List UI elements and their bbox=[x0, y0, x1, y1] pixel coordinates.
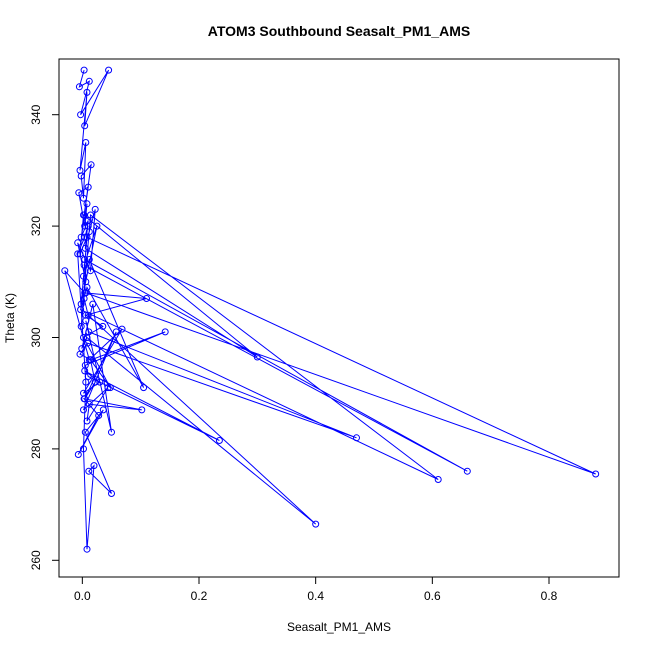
data-point bbox=[84, 373, 92, 380]
data-point bbox=[77, 306, 85, 314]
data-point bbox=[83, 545, 91, 553]
series-layer bbox=[61, 66, 600, 553]
data-point bbox=[353, 434, 360, 442]
data-point bbox=[83, 88, 91, 96]
data-point bbox=[87, 161, 95, 169]
y-tick-label: 260 bbox=[29, 550, 43, 570]
x-tick-label: 0.2 bbox=[191, 589, 208, 603]
x-axis: 0.0 0.2 0.4 0.6 0.8 bbox=[74, 576, 558, 603]
x-tick-label: 0.4 bbox=[307, 589, 324, 603]
data-point bbox=[85, 328, 93, 336]
x-tick-label: 0.6 bbox=[424, 589, 441, 603]
data-point bbox=[463, 467, 471, 475]
data-point bbox=[87, 267, 94, 275]
data-point bbox=[112, 328, 120, 336]
data-point bbox=[91, 378, 99, 386]
data-point bbox=[76, 350, 84, 358]
data-point bbox=[80, 66, 88, 74]
data-point bbox=[77, 172, 85, 180]
data-point bbox=[138, 406, 146, 414]
data-point bbox=[74, 250, 82, 258]
data-point bbox=[81, 244, 89, 252]
data-point bbox=[161, 328, 169, 336]
data-point bbox=[83, 417, 91, 425]
data-point bbox=[80, 211, 87, 219]
data-point bbox=[80, 445, 87, 453]
data-point bbox=[82, 311, 90, 319]
data-point bbox=[89, 300, 97, 308]
data-point bbox=[140, 384, 148, 392]
data-point bbox=[90, 462, 98, 470]
x-axis-label: Seasalt_PM1_AMS bbox=[287, 620, 391, 634]
y-axis-label: Theta (K) bbox=[3, 293, 17, 343]
data-point bbox=[80, 395, 88, 403]
y-tick-label: 340 bbox=[29, 104, 43, 124]
data-point bbox=[80, 334, 87, 341]
data-point bbox=[87, 356, 94, 364]
data-point bbox=[80, 194, 87, 202]
data-point bbox=[81, 233, 89, 241]
data-point bbox=[215, 437, 223, 444]
data-point bbox=[80, 261, 88, 269]
data-point bbox=[83, 233, 91, 241]
data-point bbox=[81, 289, 89, 297]
data-point bbox=[85, 467, 93, 475]
data-point bbox=[81, 428, 89, 436]
data-point bbox=[95, 412, 103, 419]
data-point bbox=[99, 406, 107, 414]
x-tick-label: 0.0 bbox=[74, 589, 91, 603]
data-point bbox=[99, 322, 107, 330]
data-point bbox=[74, 451, 82, 458]
data-point bbox=[82, 378, 90, 386]
data-point bbox=[96, 378, 104, 386]
y-tick-label: 280 bbox=[29, 439, 43, 459]
data-point bbox=[104, 384, 112, 392]
series-line bbox=[64, 69, 596, 550]
data-point bbox=[108, 428, 115, 436]
data-point bbox=[82, 139, 90, 146]
data-point bbox=[80, 406, 87, 414]
data-point bbox=[74, 239, 82, 247]
data-point bbox=[81, 367, 89, 375]
data-point bbox=[84, 311, 92, 319]
x-tick-label: 0.8 bbox=[541, 589, 558, 603]
data-point bbox=[83, 200, 91, 208]
plot-frame bbox=[58, 58, 620, 578]
data-point bbox=[61, 267, 69, 275]
data-point bbox=[312, 520, 320, 528]
data-point bbox=[105, 66, 113, 74]
data-point bbox=[87, 211, 94, 219]
y-axis: 260 280 300 320 340 bbox=[29, 104, 60, 570]
data-point bbox=[85, 400, 93, 408]
data-point bbox=[106, 384, 114, 392]
data-point bbox=[592, 470, 600, 478]
data-point bbox=[85, 256, 93, 263]
data-point bbox=[77, 111, 85, 119]
data-point bbox=[434, 476, 442, 483]
data-point bbox=[75, 189, 83, 197]
data-point bbox=[76, 250, 84, 258]
data-point bbox=[118, 325, 126, 333]
chart-title: ATOM3 Southbound Seasalt_PM1_AMS bbox=[208, 23, 470, 39]
y-tick-label: 320 bbox=[29, 216, 43, 236]
data-point bbox=[77, 322, 85, 330]
data-point bbox=[85, 77, 93, 85]
data-point bbox=[81, 122, 89, 130]
y-tick-label: 300 bbox=[29, 327, 43, 347]
data-point bbox=[84, 339, 92, 347]
data-point bbox=[84, 183, 92, 191]
data-point bbox=[80, 272, 87, 280]
data-point bbox=[91, 205, 99, 213]
data-point bbox=[143, 295, 150, 302]
data-point bbox=[108, 490, 115, 497]
data-point bbox=[93, 222, 101, 230]
data-point bbox=[84, 222, 92, 230]
data-point bbox=[75, 83, 83, 91]
data-point bbox=[81, 222, 89, 230]
data-point bbox=[253, 353, 261, 361]
